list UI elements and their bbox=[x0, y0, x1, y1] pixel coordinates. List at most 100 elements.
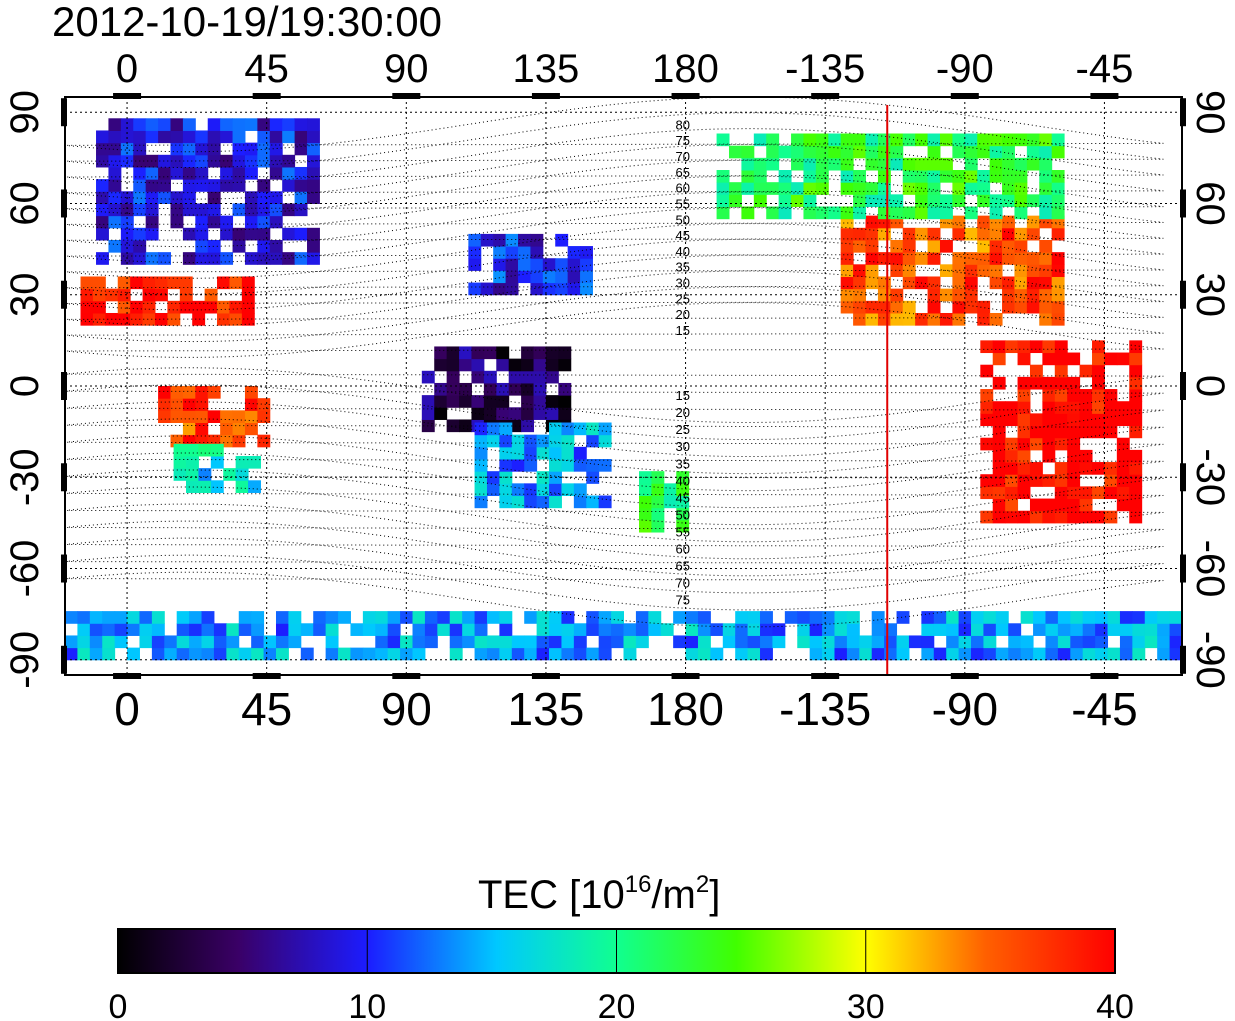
tec-cell bbox=[269, 215, 283, 229]
tec-cell bbox=[1144, 623, 1158, 636]
contour-label: 40 bbox=[676, 473, 690, 488]
tec-cell bbox=[983, 623, 997, 636]
tec-cell bbox=[558, 407, 572, 420]
tec-cell bbox=[325, 611, 339, 624]
tec-cell bbox=[797, 623, 811, 636]
tec-cell bbox=[598, 635, 612, 649]
tec-cell bbox=[1039, 206, 1053, 220]
tec-cell bbox=[362, 611, 376, 624]
tec-cell bbox=[890, 264, 904, 277]
tec-cell bbox=[133, 179, 147, 192]
tec-cell bbox=[269, 166, 283, 180]
tec-cell bbox=[549, 434, 562, 448]
tec-cell bbox=[521, 358, 535, 372]
tec-cell bbox=[307, 142, 320, 156]
tec-cell bbox=[728, 194, 742, 208]
tec-cell bbox=[1002, 300, 1015, 314]
tec-cell bbox=[939, 133, 953, 147]
tec-cell bbox=[350, 623, 364, 636]
tec-cell bbox=[486, 434, 500, 448]
tec-cell bbox=[1005, 474, 1019, 487]
tec-cell bbox=[735, 623, 749, 636]
tec-cell bbox=[182, 227, 196, 241]
tec-cell bbox=[1002, 145, 1015, 159]
tec-cell bbox=[822, 623, 835, 636]
tec-region-europe-north bbox=[96, 118, 320, 265]
tec-cell bbox=[958, 635, 972, 649]
tec-cell bbox=[558, 382, 572, 396]
top-tick-mark bbox=[392, 93, 421, 99]
tec-cell bbox=[865, 215, 879, 229]
tec-cell bbox=[108, 179, 122, 192]
contour-label: 45 bbox=[676, 228, 690, 243]
tec-cell bbox=[446, 419, 460, 433]
tec-cell bbox=[170, 118, 184, 131]
tec-cell bbox=[915, 252, 929, 265]
tec-cell bbox=[803, 157, 817, 171]
tec-cell bbox=[927, 312, 941, 326]
tec-cell bbox=[182, 179, 196, 192]
tec-cell bbox=[207, 252, 221, 265]
left-lat-tick-label: -60 bbox=[3, 540, 47, 598]
tec-cell bbox=[1014, 264, 1028, 277]
left-lat-tick-label: -30 bbox=[3, 448, 47, 506]
tec-cell bbox=[741, 170, 755, 183]
tec-cell bbox=[623, 635, 637, 649]
tec-cell bbox=[676, 471, 690, 484]
tec-cell bbox=[220, 118, 234, 131]
colorbar-tick-label: 10 bbox=[348, 988, 386, 1021]
tec-cell bbox=[412, 635, 426, 649]
tec-cell bbox=[530, 258, 544, 271]
tec-cell bbox=[865, 157, 879, 171]
tec-cell bbox=[210, 455, 224, 469]
tec-cell bbox=[598, 459, 612, 472]
tec-cell bbox=[207, 203, 221, 217]
tec-cell bbox=[474, 434, 488, 448]
tec-cell bbox=[921, 647, 935, 661]
tec-cell bbox=[1029, 510, 1043, 524]
tec-cell bbox=[483, 395, 497, 408]
tec-cell bbox=[269, 118, 283, 131]
tec-cell bbox=[77, 611, 91, 624]
tec-cell bbox=[133, 239, 147, 253]
tec-cell bbox=[120, 203, 134, 217]
bottom-lon-tick-label: 90 bbox=[381, 683, 432, 735]
tec-cell bbox=[387, 635, 401, 649]
tec-cell bbox=[133, 203, 147, 217]
tec-cell bbox=[1017, 462, 1031, 475]
tec-cell bbox=[1054, 462, 1068, 475]
tec-cell bbox=[533, 358, 547, 372]
tec-cell bbox=[244, 227, 258, 241]
tec-cell bbox=[248, 480, 261, 493]
tec-cell bbox=[471, 346, 485, 360]
tec-cell bbox=[307, 252, 320, 265]
tec-cell bbox=[1039, 252, 1053, 265]
tec-cell bbox=[244, 422, 258, 436]
right-lat-tick-label: 60 bbox=[1188, 181, 1232, 226]
tec-cell bbox=[877, 206, 891, 220]
tec-cell bbox=[173, 455, 187, 469]
tec-cell bbox=[1014, 182, 1028, 195]
tec-cell bbox=[1092, 352, 1105, 366]
tec-cell bbox=[1014, 239, 1028, 253]
tec-cell bbox=[1116, 413, 1130, 427]
tec-cell bbox=[815, 133, 829, 147]
tec-cell bbox=[282, 166, 296, 180]
tec-cell bbox=[217, 276, 230, 290]
tec-cell bbox=[766, 145, 780, 159]
tec-cell bbox=[1054, 510, 1068, 524]
tec-cell bbox=[474, 446, 488, 460]
tec-cell bbox=[120, 239, 134, 253]
tec-cell bbox=[1051, 170, 1065, 183]
tec-cell bbox=[421, 395, 435, 408]
tec-cell bbox=[598, 434, 612, 448]
tec-cell bbox=[952, 312, 966, 326]
tec-cell bbox=[108, 215, 122, 229]
bottom-lon-tick-label: -135 bbox=[779, 683, 871, 735]
tec-cell bbox=[480, 282, 494, 296]
tec-cell bbox=[1005, 498, 1019, 512]
tec-cell bbox=[195, 386, 209, 399]
left-tick-mark bbox=[61, 554, 67, 583]
tec-cell bbox=[1067, 498, 1081, 512]
tec-cell bbox=[350, 647, 364, 661]
